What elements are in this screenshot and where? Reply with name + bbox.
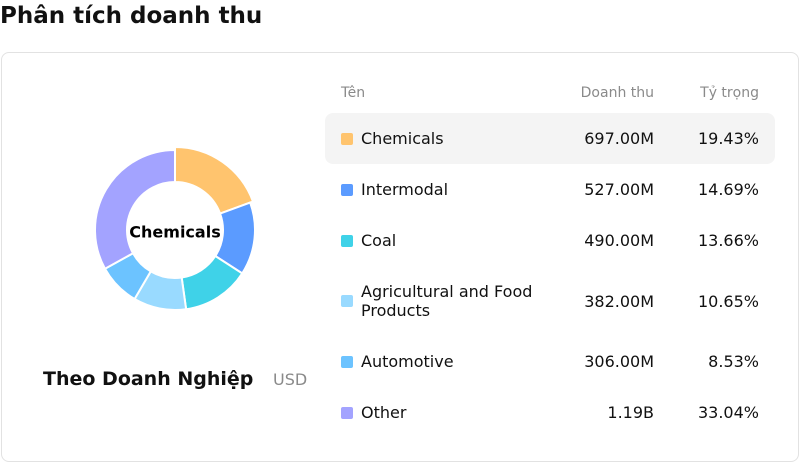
unit-label: USD — [273, 370, 308, 389]
name-cell: Agricultural and Food Products — [325, 282, 541, 320]
name-cell: Intermodal — [325, 180, 541, 199]
table-header: Tên Doanh thu Tỷ trọng — [325, 85, 775, 113]
revenue: 382.00M — [584, 291, 654, 311]
category-name: Intermodal — [361, 180, 449, 199]
legend-swatch — [341, 132, 353, 145]
name-cell: Chemicals — [325, 129, 541, 148]
legend-table: Tên Doanh thu Tỷ trọng Chemicals 697.00M 1… — [325, 85, 775, 438]
category-name: Automotive — [361, 352, 454, 371]
chart-subtitle: Theo Doanh Nghiệp — [43, 368, 254, 390]
revenue: 1.19B — [607, 403, 654, 422]
legend-swatch — [341, 234, 353, 247]
category-name: Other — [361, 403, 407, 422]
category-name: Agricultural and Food Products — [361, 282, 533, 320]
legend-swatch — [341, 355, 353, 368]
table-row: Agricultural and Food Products 382.00M 10.… — [325, 266, 775, 336]
center-label: Chemicals — [129, 223, 220, 242]
table-row: Other 1.19B 33.04% — [325, 387, 775, 438]
page-title: Phân tích doanh thu — [0, 3, 263, 29]
name-cell: Coal — [325, 231, 541, 250]
card — [1, 52, 799, 462]
share: 10.65% — [697, 291, 759, 311]
header-cell: Tên — [341, 85, 366, 101]
share: 19.43% — [697, 129, 759, 148]
legend-swatch — [341, 406, 353, 419]
share: 13.66% — [697, 231, 759, 250]
legend-swatch — [341, 295, 353, 307]
table-row: Coal 490.00M 13.66% — [325, 215, 775, 266]
revenue: 527.00M — [584, 180, 654, 199]
revenue: 306.00M — [584, 352, 654, 371]
revenue: 697.00M — [584, 129, 654, 148]
name-cell: Other — [325, 403, 541, 422]
category-name: Coal — [361, 231, 397, 250]
share: 33.04% — [697, 403, 759, 422]
header-cell: Doanh thu — [580, 85, 654, 101]
share: 14.69% — [697, 180, 759, 199]
table-row: Intermodal 527.00M 14.69% — [325, 164, 775, 215]
name-cell: Automotive — [325, 352, 541, 371]
table-row: Chemicals 697.00M 19.43% — [325, 113, 775, 164]
revenue: 490.00M — [584, 231, 654, 250]
donut-slice — [174, 145, 255, 215]
table-row: Automotive 306.00M 8.53% — [325, 336, 775, 387]
donut-slice — [94, 148, 176, 271]
header-cell: Tỷ trọng — [700, 85, 759, 101]
legend-swatch — [341, 183, 353, 196]
category-name: Chemicals — [361, 129, 444, 148]
share: 8.53% — [708, 352, 759, 371]
